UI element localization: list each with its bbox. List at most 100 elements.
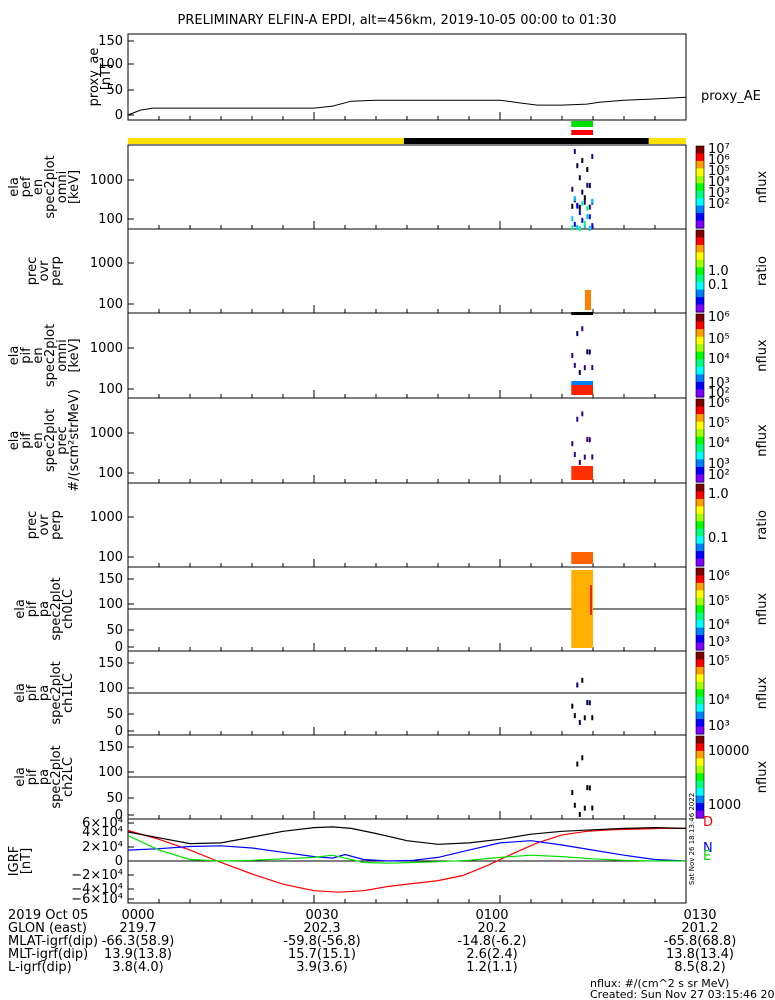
spec-mark (571, 385, 593, 395)
ylabel-line: #/(scm²strMeV) (67, 389, 82, 492)
ylabel-line: ela (13, 683, 28, 703)
ylabel-line: ovr (37, 514, 52, 536)
colorbar-cell (696, 510, 704, 515)
spec-mark (571, 216, 574, 222)
ylabel-line: ela (7, 431, 22, 451)
colorbar-cell (696, 498, 704, 504)
colorbar-cell (696, 374, 704, 379)
ylabel-line: [nT] (19, 848, 34, 874)
footer-units: nflux: #/(cm^2 s sr MeV) (590, 977, 729, 990)
igrf-legend-N: N (703, 841, 713, 856)
spec-mark (578, 175, 581, 181)
colorbar-tick: 10000 (708, 744, 749, 759)
spec-mark (576, 682, 579, 688)
colorbar-tick: 10² (708, 386, 730, 401)
colorbar-cell (696, 795, 704, 800)
ylabel-line: pif (25, 768, 40, 785)
spec-mark (571, 441, 574, 447)
spec-mark (591, 223, 594, 229)
ephem-value: -65.8(68.8) (664, 934, 737, 949)
colorbar-cell (696, 209, 704, 214)
colorbar-cell (696, 532, 704, 537)
ylabel-line: omni (55, 171, 70, 203)
spec-mark (581, 200, 584, 206)
ytick-label: 1000 (90, 256, 123, 271)
colorbar-cell (696, 700, 704, 705)
colorbar-cell (696, 201, 704, 207)
colorbar-cell (696, 571, 704, 577)
colorbar-cell (696, 623, 704, 629)
colorbar-cell (696, 685, 704, 690)
ephem-value: 20.2 (478, 921, 507, 936)
colorbar-cell (696, 399, 704, 404)
spec-mark (581, 755, 584, 761)
ytick-label: 50 (106, 83, 123, 98)
colorbar-cell (696, 363, 704, 368)
spec-mark (573, 362, 576, 368)
spec-mark (571, 203, 574, 209)
colorbar-cell (696, 791, 704, 797)
orbit-segment-0 (128, 138, 404, 144)
ephem-value: 15.7(15.1) (288, 947, 356, 962)
spec-mark (591, 365, 594, 371)
colorbar-cell (696, 205, 704, 210)
panel-proxy_ae: 150 100 50 0 proxy_ae[nT] (87, 33, 687, 123)
spec-mark (573, 148, 576, 154)
colorbar-cell (696, 157, 704, 162)
colorbar-cell (696, 314, 704, 319)
side-stamp: Sat Nov 26 18:13:46 2022 (688, 793, 696, 885)
colorbar-cell (696, 321, 704, 326)
ytick-label: 0 (115, 108, 123, 123)
igrf-line-3 (127, 826, 687, 845)
ytick-label: 50 (106, 707, 123, 722)
colorbar-cell (696, 459, 704, 464)
ephem-value: -59.8(-56.8) (283, 934, 360, 949)
colorbar-cell (696, 146, 704, 151)
colorbar-cell (696, 722, 704, 728)
colorbar-cell (696, 810, 704, 815)
colorbar-cell (696, 575, 704, 580)
colorbar-cell (696, 681, 704, 687)
colorbar-cell (696, 663, 704, 668)
ytick-label: 0 (115, 724, 123, 739)
colorbar-cell (696, 605, 704, 610)
colorbar-title: nflux (755, 339, 770, 372)
colorbar-cell (696, 612, 704, 618)
spec-mark (588, 785, 591, 791)
colorbar-cell (696, 230, 704, 235)
colorbar-tick: 10³ (708, 186, 730, 201)
colorbar-cell (696, 597, 704, 603)
plot-title: PRELIMINARY ELFIN-A EPDI, alt=456km, 201… (178, 13, 617, 28)
colorbar-cell (696, 750, 704, 756)
colorbar-cell (696, 568, 704, 573)
colorbar-cell (696, 678, 704, 683)
spec-mark (571, 703, 574, 709)
spec-mark (583, 365, 586, 371)
colorbar-cell (696, 252, 704, 257)
ytick-label: 1000 (90, 426, 123, 441)
colorbar-cell (696, 332, 704, 338)
colorbar-tick: 0.1 (708, 278, 729, 293)
colorbar-tick: 10⁴ (708, 618, 730, 633)
ytick-label: 1000 (90, 173, 123, 188)
spec-mark (578, 369, 581, 375)
ytick-label: 2×10⁴ (82, 840, 123, 855)
colorbar-cell (696, 484, 704, 489)
ephem-value: -14.8(-6.2) (457, 934, 526, 949)
ephem-value: 13.8(13.4) (666, 947, 734, 962)
colorbar-cell (696, 470, 704, 476)
ephem-value: 13.9(13.8) (104, 947, 172, 962)
colorbar-cell (696, 164, 704, 169)
colorbar-title: nflux (755, 171, 770, 204)
colorbar-cell (696, 289, 704, 294)
ephem-label: MLAT-igrf(dip) (8, 934, 98, 949)
panel-ela_pef_en_omni: 1000100elapefenspec2plotomni[keV]10⁷10⁶1… (7, 142, 770, 230)
colorbar-frame (695, 398, 705, 483)
ylabel-line: spec2plot (43, 155, 58, 218)
spec-mark (586, 785, 589, 791)
ylabel-line: en (31, 347, 46, 363)
spec-mark (581, 217, 584, 223)
colorbar-cell (696, 670, 704, 675)
